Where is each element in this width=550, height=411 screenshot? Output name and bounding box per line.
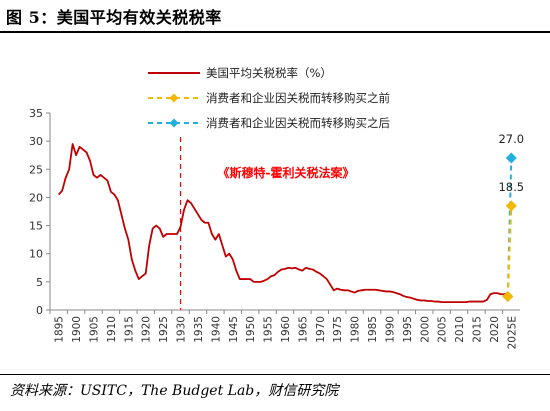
series-after-point xyxy=(505,152,517,164)
x-tick-label: 2005 xyxy=(437,316,449,343)
x-tick-label: 1925 xyxy=(158,316,170,343)
x-tick-label: 1955 xyxy=(263,316,275,343)
chart-legend: 美国平均关税税率（%） 消费者和企业因关税而转移购买之前消费者和企业因关税而转移购… xyxy=(148,66,390,130)
x-tick-label: 1995 xyxy=(402,316,414,343)
x-tick-label: 1895 xyxy=(54,316,66,343)
x-tick-label: 1970 xyxy=(315,316,327,343)
series-line-history xyxy=(58,143,509,304)
x-tick-label: 2010 xyxy=(454,316,466,343)
y-tick-label: 5 xyxy=(36,276,43,289)
x-tick-label: 1940 xyxy=(210,316,222,343)
y-tick-label: 30 xyxy=(29,135,43,148)
legend-label-before: 消费者和企业因关税而转移购买之前 xyxy=(206,91,390,105)
title-rule xyxy=(0,31,550,33)
y-tick-label: 35 xyxy=(29,107,43,120)
legend-label-history: 美国平均关税税率（%） xyxy=(206,66,332,80)
plot-area: 《斯穆特-霍利关税法案》 27.0 18.5 xyxy=(58,132,524,310)
y-tick-label: 20 xyxy=(29,191,43,204)
x-axis: 1895 1900 1905 1910 1915 1920 1925 1930 1935 1940… xyxy=(49,309,520,349)
x-tick-label: 1950 xyxy=(245,316,257,343)
x-tick-label: 2020 xyxy=(489,316,501,343)
y-tick-label: 0 xyxy=(36,304,43,317)
series-after-label: 27.0 xyxy=(498,132,524,146)
legend-label-after: 消费者和企业因关税而转移购买之后 xyxy=(206,116,390,130)
x-tick-label: 1975 xyxy=(332,316,344,343)
x-tick-label: 2000 xyxy=(419,316,431,343)
x-tick-label: 1985 xyxy=(367,316,379,343)
x-tick-label: 1935 xyxy=(193,316,205,343)
tariff-rate-chart: 美国平均关税税率（%） 消费者和企业因关税而转移购买之前消费者和企业因关税而转移购… xyxy=(29,66,524,349)
x-tick-label: 1915 xyxy=(123,316,135,343)
y-tick-label: 15 xyxy=(29,220,43,233)
y-axis: 0 5 10 15 20 25 30 35 xyxy=(29,107,51,317)
legend-marker-after xyxy=(169,118,179,128)
y-tick-label: 25 xyxy=(29,163,43,176)
series-before-line xyxy=(506,205,513,297)
x-tick-label: 1920 xyxy=(141,316,153,343)
source-rule xyxy=(0,374,550,375)
x-tick-label: 1945 xyxy=(228,316,240,343)
x-tick-label: 1930 xyxy=(176,316,188,343)
x-tick-label: 1905 xyxy=(89,316,101,343)
x-tick-label: 2015 xyxy=(471,316,483,343)
x-tick-label: 1965 xyxy=(297,316,309,343)
y-tick-label: 10 xyxy=(29,248,43,261)
annotation-smoot-hawley: 《斯穆特-霍利关税法案》 xyxy=(218,165,355,180)
x-tick-label: 1910 xyxy=(106,316,118,343)
figure-title: 图 5：美国平均有效关税税率 xyxy=(6,8,222,27)
x-tick-label: 1980 xyxy=(350,316,362,343)
series-before-label: 18.5 xyxy=(498,180,524,194)
legend-marker-before xyxy=(169,93,179,103)
x-tick-label: 1990 xyxy=(384,316,396,343)
x-tick-label: 2025E xyxy=(506,316,518,349)
source-note: 资料来源：USITC，The Budget Lab，财信研究院 xyxy=(10,383,339,399)
x-tick-label: 1960 xyxy=(280,316,292,343)
series-before-point xyxy=(505,200,517,212)
series-before-point xyxy=(502,290,514,302)
x-tick-label: 1900 xyxy=(71,316,83,343)
